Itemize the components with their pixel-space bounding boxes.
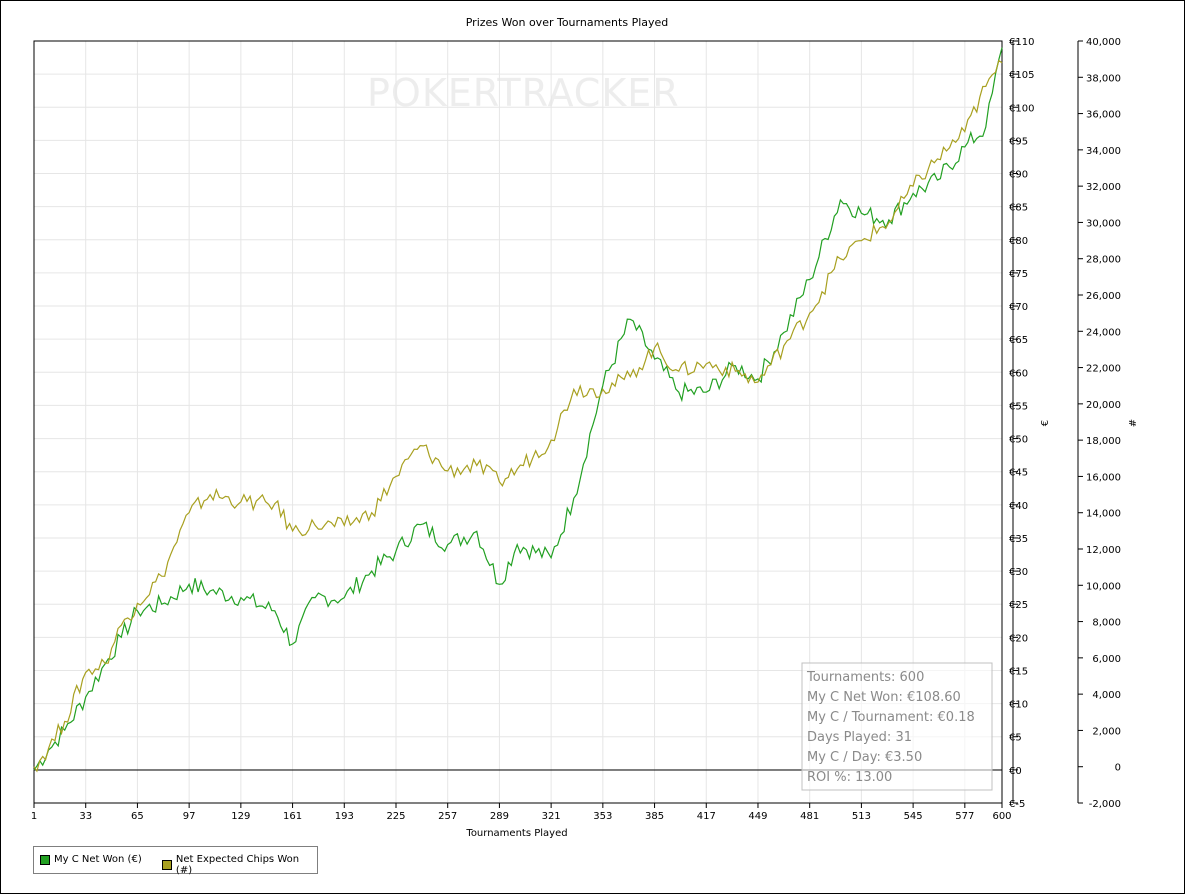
pokertracker-watermark: POKERTRACKER xyxy=(367,71,680,115)
x-tick-label: 257 xyxy=(438,811,457,822)
legend-swatch-net-won xyxy=(40,854,50,865)
legend-item-expected-chips: Net Expected Chips Won (#) xyxy=(162,854,317,876)
svg-text:POKERTRACKER: POKERTRACKER xyxy=(367,71,680,115)
y-right-tick-label: 18,000 xyxy=(1086,436,1121,447)
y-left-tick-label: €0 xyxy=(1009,766,1022,777)
y-right-tick-label: 6,000 xyxy=(1092,654,1121,665)
x-tick-label: 289 xyxy=(490,811,509,822)
y-left-tick-label: €-5 xyxy=(1009,799,1025,810)
y-left-tick-label: €40 xyxy=(1009,501,1028,512)
x-tick-label: 385 xyxy=(645,811,664,822)
legend: My C Net Won (€) Net Expected Chips Won … xyxy=(33,846,318,876)
y-right-tick-label: 10,000 xyxy=(1086,581,1121,592)
series-expected-chips-line xyxy=(33,59,1003,773)
x-tick-label: 1 xyxy=(31,811,37,822)
series-net-won-line xyxy=(33,47,1003,771)
y-right-tick-label: 30,000 xyxy=(1086,218,1121,229)
y-right-tick-label: -2,000 xyxy=(1089,799,1121,810)
y-right-tick-label: 4,000 xyxy=(1092,690,1121,701)
x-tick-label: 577 xyxy=(955,811,974,822)
y-left-tick-label: €15 xyxy=(1009,666,1028,677)
x-tick-label: 513 xyxy=(852,811,871,822)
stats-per-day: My C / Day: €3.50 xyxy=(807,750,922,765)
y-left-tick-label: €30 xyxy=(1009,567,1028,578)
stats-per-tournament: My C / Tournament: €0.18 xyxy=(807,710,975,725)
x-tick-label: 353 xyxy=(593,811,612,822)
legend-label-expected-chips: Net Expected Chips Won (#) xyxy=(175,854,300,876)
y-left-tick-label: €110 xyxy=(1009,37,1034,48)
x-tick-label: 161 xyxy=(283,811,302,822)
stats-days-played: Days Played: 31 xyxy=(807,730,912,745)
plot-area-border xyxy=(33,40,1003,804)
y-right-tick-label: 20,000 xyxy=(1086,400,1121,411)
x-tick-label: 417 xyxy=(697,811,716,822)
y-right-tick-label: 36,000 xyxy=(1086,110,1121,121)
x-tick-label: 600 xyxy=(992,811,1011,822)
y-left-tick-label: €25 xyxy=(1009,600,1028,611)
y-left-tick-label: €20 xyxy=(1009,633,1028,644)
chart-title: Prizes Won over Tournaments Played xyxy=(466,16,669,29)
y-left-tick-label: €65 xyxy=(1009,335,1028,346)
y-right-tick-label: 16,000 xyxy=(1086,472,1121,483)
y-left-tick-label: €45 xyxy=(1009,468,1028,479)
y-left-tick-label: €90 xyxy=(1009,170,1028,181)
stats-roi: ROI %: 13.00 xyxy=(807,770,892,785)
y-right-tick-label: 22,000 xyxy=(1086,364,1121,375)
y-left-tick-label: €50 xyxy=(1009,435,1028,446)
x-tick-label: 225 xyxy=(386,811,405,822)
x-tick-label: 65 xyxy=(131,811,144,822)
y-axis-right-label: # xyxy=(1128,419,1139,427)
y-right-tick-label: 38,000 xyxy=(1086,73,1121,84)
x-axis-label: Tournaments Played xyxy=(465,828,567,839)
y-left-tick-label: €10 xyxy=(1009,700,1028,711)
y-axis-left: €-5 €0 €5 €10 €15 €20 €25 €30 €35 €40 €45 €50 €55 €60… xyxy=(1009,37,1034,810)
y-left-tick-label: €80 xyxy=(1009,236,1028,247)
legend-item-net-won: My C Net Won (€) xyxy=(40,854,142,865)
y-left-tick-label: €35 xyxy=(1009,534,1028,545)
y-left-tick-label: €75 xyxy=(1009,269,1028,280)
x-tick-label: 33 xyxy=(79,811,92,822)
x-tick-label: 97 xyxy=(183,811,196,822)
y-right-tick-label: 34,000 xyxy=(1086,146,1121,157)
y-left-tick-label: €5 xyxy=(1009,733,1022,744)
y-right-tick-label: 28,000 xyxy=(1086,255,1121,266)
stats-net-won: My C Net Won: €108.60 xyxy=(807,690,961,705)
legend-swatch-expected-chips xyxy=(162,860,172,870)
y-right-tick-label: 2,000 xyxy=(1092,726,1121,737)
x-tick-label: 449 xyxy=(748,811,767,822)
y-left-tick-label: €85 xyxy=(1009,203,1028,214)
x-axis: 1 33 65 97 129 161 193 225 257 289 321 353 385 417 449… xyxy=(31,803,1012,822)
x-tick-label: 129 xyxy=(231,811,250,822)
y-left-tick-label: €105 xyxy=(1009,70,1034,81)
stats-box: Tournaments: 600 My C Net Won: €108.60 M… xyxy=(801,662,993,791)
x-tick-label: 481 xyxy=(800,811,819,822)
y-right-tick-label: 40,000 xyxy=(1086,37,1121,48)
y-left-tick-label: €60 xyxy=(1009,368,1028,379)
y-left-tick-label: €100 xyxy=(1009,103,1034,114)
series-layer xyxy=(33,47,1003,773)
x-tick-label: 193 xyxy=(335,811,354,822)
y-right-tick-label: 8,000 xyxy=(1092,618,1121,629)
y-right-tick-label: 0 xyxy=(1115,763,1121,774)
legend-label-net-won: My C Net Won (€) xyxy=(54,854,142,865)
y-left-tick-label: €55 xyxy=(1009,401,1028,412)
y-axis-right: -2,000 0 2,000 4,000 6,000 8,000 10,000 12,000 1… xyxy=(1078,37,1121,810)
y-axis-left-label: € xyxy=(1040,420,1051,426)
y-right-tick-label: 14,000 xyxy=(1086,509,1121,520)
y-left-tick-label: €70 xyxy=(1009,302,1028,313)
y-right-tick-label: 26,000 xyxy=(1086,291,1121,302)
y-left-tick-label: €95 xyxy=(1009,136,1028,147)
x-tick-label: 545 xyxy=(904,811,923,822)
stats-tournaments: Tournaments: 600 xyxy=(806,670,924,685)
y-right-tick-label: 24,000 xyxy=(1086,327,1121,338)
x-tick-label: 321 xyxy=(542,811,561,822)
y-right-tick-label: 12,000 xyxy=(1086,545,1121,556)
y-right-tick-label: 32,000 xyxy=(1086,182,1121,193)
